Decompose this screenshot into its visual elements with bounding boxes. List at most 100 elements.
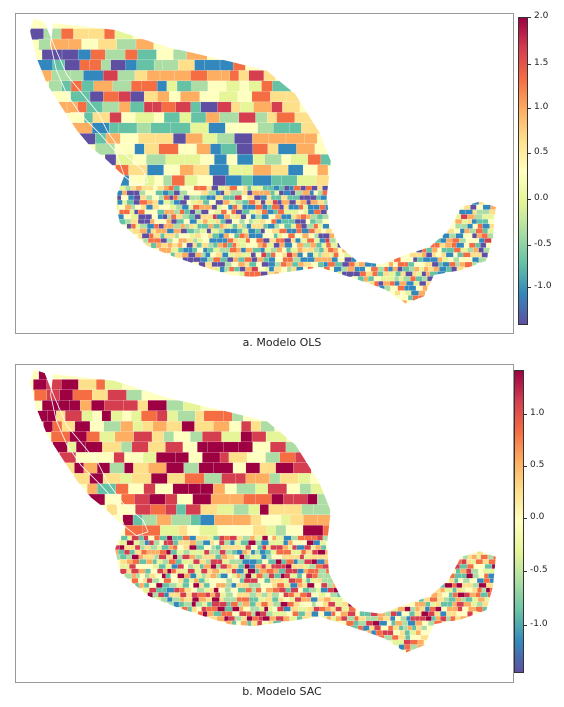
municipality-cell <box>483 578 491 584</box>
municipality-cell <box>204 587 211 594</box>
municipality-cell <box>154 175 165 187</box>
municipality-cell <box>421 625 428 632</box>
municipality-cell <box>317 549 327 556</box>
municipality-cell <box>144 544 152 551</box>
municipality-cell <box>119 563 126 570</box>
municipality-cell <box>270 441 287 454</box>
municipality-cell <box>219 568 227 575</box>
municipality-cell <box>415 620 424 627</box>
municipality-cell <box>233 544 243 551</box>
municipality-cell <box>446 606 454 613</box>
municipality-cell <box>480 554 489 561</box>
municipality-cell <box>271 228 280 235</box>
municipality-cell <box>471 568 480 575</box>
municipality-cell <box>330 242 339 249</box>
municipality-cell <box>261 214 270 220</box>
municipality-cell <box>139 228 148 235</box>
municipality-cell <box>284 242 293 249</box>
municipality-cell <box>69 400 81 412</box>
municipality-cell <box>139 190 146 197</box>
municipality-cell <box>134 143 146 156</box>
municipality-cell <box>370 615 379 622</box>
municipality-cell <box>261 587 267 594</box>
municipality-cell <box>269 615 277 622</box>
municipality-cell <box>232 204 238 211</box>
municipality-cell <box>145 190 152 197</box>
municipality-cell <box>403 625 409 632</box>
municipality-cell <box>173 587 181 594</box>
municipality-cell <box>91 389 109 401</box>
municipality-cell <box>243 493 257 506</box>
municipality-cell <box>220 611 227 617</box>
municipality-cell <box>97 483 117 495</box>
municipality-cell <box>46 379 62 391</box>
municipality-cell <box>236 247 242 254</box>
municipality-cell <box>274 563 282 570</box>
municipality-cell <box>170 514 192 526</box>
municipality-cell <box>170 214 177 220</box>
municipality-cell <box>74 462 85 474</box>
municipality-cell <box>337 257 346 263</box>
municipality-cell <box>273 573 282 579</box>
municipality-cell <box>279 242 286 249</box>
municipality-cell <box>207 218 216 225</box>
municipality-cell <box>229 199 237 206</box>
municipality-cell <box>171 568 177 575</box>
municipality-cell <box>197 441 208 454</box>
municipality-cell <box>88 28 106 40</box>
municipality-cell <box>276 544 284 551</box>
municipality-cell <box>164 493 178 506</box>
municipality-cell <box>377 271 384 278</box>
municipality-cell <box>190 101 202 114</box>
municipality-cell <box>422 285 428 292</box>
municipality-cell <box>409 634 417 641</box>
municipality-cell <box>270 549 277 556</box>
municipality-cell <box>138 568 146 575</box>
municipality-cell <box>321 242 327 249</box>
municipality-cell <box>235 190 243 197</box>
municipality-cell <box>290 606 299 613</box>
municipality-cell <box>415 285 424 292</box>
municipality-cell <box>329 592 338 598</box>
municipality-cell <box>205 592 211 598</box>
municipality-cell <box>455 214 462 220</box>
municipality-cell <box>87 483 99 495</box>
municipality-cell <box>214 540 220 546</box>
municipality-cell <box>444 242 453 249</box>
municipality-cell <box>276 247 284 254</box>
municipality-cell <box>457 606 464 613</box>
municipality-cell <box>358 261 366 268</box>
municipality-cell <box>38 369 50 381</box>
municipality-cell <box>294 554 301 561</box>
municipality-cell <box>219 266 226 273</box>
municipality-cell <box>276 535 285 542</box>
municipality-cell <box>172 535 179 542</box>
color-legend-sac: 1.0 0.5 0.0 -0.5 -1.0 <box>514 370 564 673</box>
municipality-cell <box>456 601 465 608</box>
municipality-cell <box>163 578 172 584</box>
municipality-cell <box>249 563 256 570</box>
municipality-cell <box>229 540 236 546</box>
municipality-cell <box>158 204 166 211</box>
municipality-cell <box>258 597 266 603</box>
municipality-cell <box>217 101 233 114</box>
municipality-cell <box>158 199 165 206</box>
municipality-cell <box>194 59 206 72</box>
municipality-cell <box>142 452 157 464</box>
municipality-cell <box>224 606 234 613</box>
municipality-cell <box>415 606 421 613</box>
municipality-cell <box>184 175 199 187</box>
municipality-cell <box>236 559 244 565</box>
municipality-cell <box>270 578 278 584</box>
municipality-cell <box>250 420 262 433</box>
municipality-cell <box>281 218 289 225</box>
municipality-cell <box>177 59 196 72</box>
municipality-cell <box>253 582 262 589</box>
municipality-cell <box>130 218 139 225</box>
municipality-cell <box>292 540 301 546</box>
municipality-cell <box>359 611 366 617</box>
municipality-cell <box>234 540 242 546</box>
municipality-cell <box>261 261 270 268</box>
municipality-cell <box>259 549 267 556</box>
municipality-cell <box>404 644 412 650</box>
